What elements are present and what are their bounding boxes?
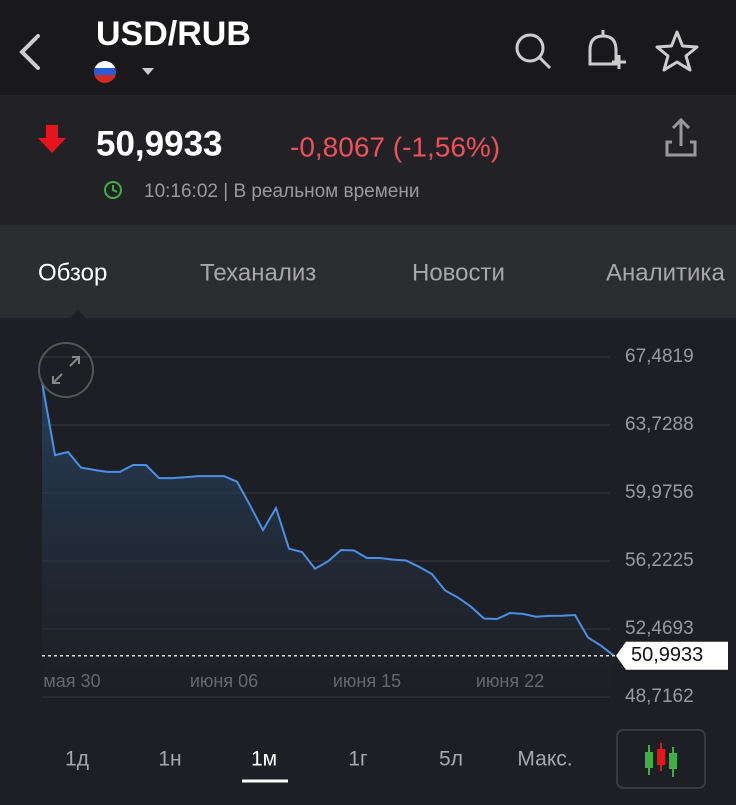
- chart-type-button[interactable]: [616, 729, 706, 789]
- tab[interactable]: Новости: [412, 259, 505, 286]
- y-tick-label: 52,4693: [625, 618, 694, 639]
- tab[interactable]: Теханализ: [200, 259, 316, 286]
- current-price-label: 50,9933: [631, 644, 703, 666]
- current-price-box: [616, 641, 728, 670]
- price-line: [41, 381, 615, 657]
- area: [42, 382, 614, 697]
- alert-icon[interactable]: [588, 30, 626, 69]
- tab[interactable]: Аналитика: [606, 259, 725, 286]
- flag: [94, 61, 116, 83]
- quote-panel: [0, 95, 736, 225]
- range-option[interactable]: Макс.: [517, 748, 572, 771]
- search-icon[interactable]: [515, 33, 552, 70]
- range-option[interactable]: 1м: [251, 748, 277, 771]
- title: USD/RUB: [96, 15, 251, 53]
- y-tick-label: 59,9756: [625, 482, 694, 503]
- share-icon[interactable]: [665, 117, 697, 157]
- top-bar: [0, 0, 736, 95]
- change: -0,8067 (-1,56%): [290, 131, 500, 162]
- range-option[interactable]: 5л: [439, 748, 463, 771]
- price: 50,9933: [96, 124, 223, 163]
- y-tick-label: 67,4819: [625, 346, 694, 367]
- time: 10:16:02 | В реальном времени: [144, 181, 419, 202]
- favorite-icon[interactable]: [655, 30, 699, 72]
- tab[interactable]: Обзор: [38, 259, 107, 286]
- y-tick-label: 48,7162: [625, 686, 694, 707]
- expand-button[interactable]: [38, 342, 94, 398]
- y-tick-label: 56,2225: [625, 550, 694, 571]
- tab-bar: [0, 225, 736, 318]
- tab-pointer: [70, 310, 86, 318]
- clock-icon: [104, 181, 122, 199]
- chart: 48,7162 52,4693 56,2225 59,9756 63,7288 67,48…: [41, 346, 728, 707]
- down-arrow: [38, 125, 66, 153]
- range-option[interactable]: 1д: [65, 748, 89, 771]
- back-button[interactable]: [19, 34, 40, 70]
- range-option[interactable]: 1г: [348, 748, 368, 771]
- range-selector: 1д 1н 1м 1г 5л Макс.: [65, 748, 573, 771]
- range-option[interactable]: 1н: [158, 748, 181, 771]
- y-tick-label: 63,7288: [625, 414, 694, 435]
- dropdown-caret[interactable]: [142, 68, 154, 75]
